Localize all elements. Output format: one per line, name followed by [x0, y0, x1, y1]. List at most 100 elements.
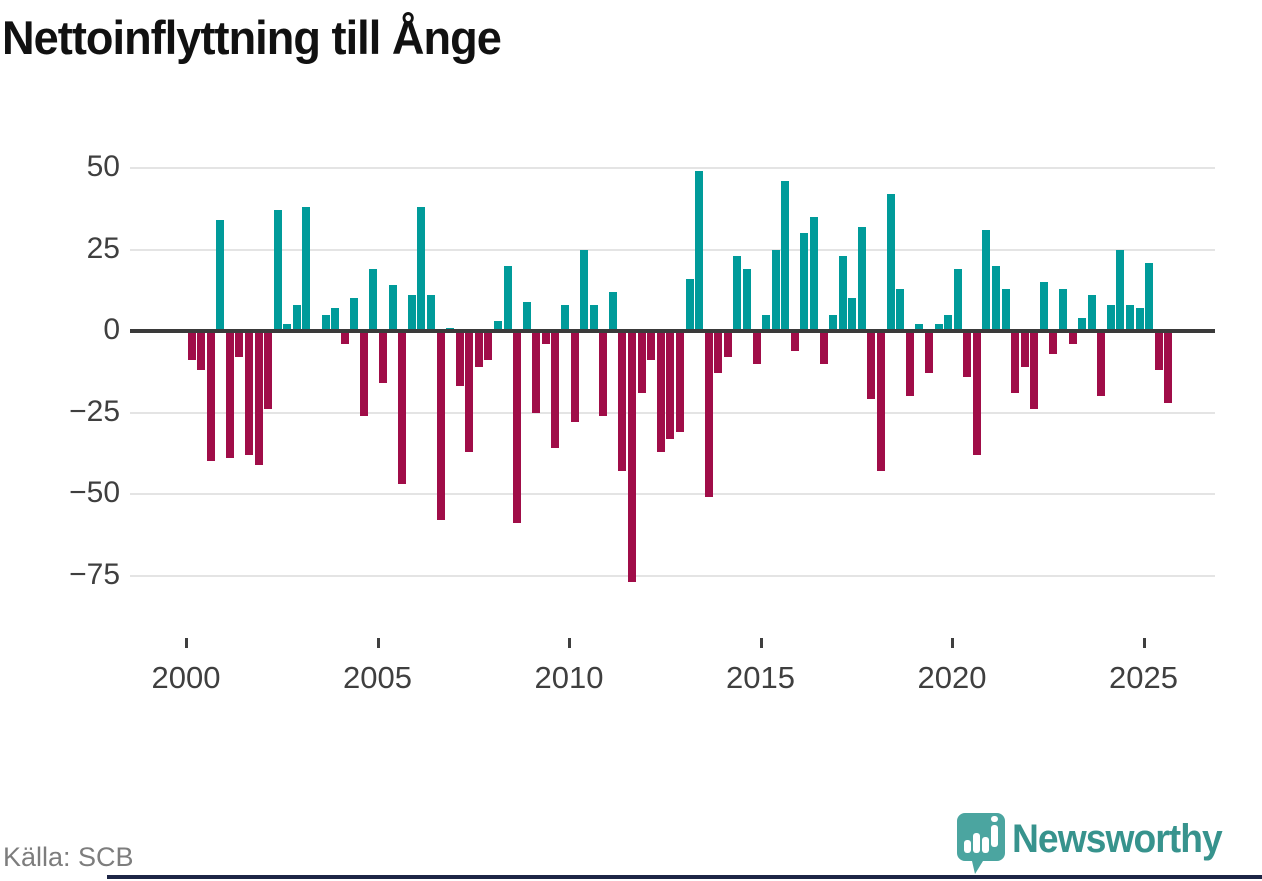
bar-2014Q3 [742, 269, 751, 331]
y-axis-label: −25 [69, 394, 120, 428]
bar-2007Q3 [474, 331, 483, 367]
bar-2024Q1 [1106, 304, 1115, 331]
bar-2005Q4 [407, 295, 416, 331]
bar-2021Q4 [1020, 331, 1029, 367]
bar-2011Q2 [618, 331, 627, 472]
bar-2025Q2 [1154, 331, 1163, 371]
bar-2008Q4 [522, 301, 531, 331]
bar-2012Q3 [666, 331, 675, 439]
bar-2000Q3 [206, 331, 215, 462]
bar-2001Q4 [254, 331, 263, 465]
bar-2000Q4 [216, 220, 225, 331]
footer-divider [107, 875, 1262, 879]
bar-2021Q1 [991, 265, 1000, 331]
bar-2020Q1 [953, 269, 962, 331]
bar-2017Q2 [848, 298, 857, 331]
source-note: Källa: SCB [3, 842, 134, 872]
zero-line [130, 329, 1215, 333]
bar-2009Q3 [551, 331, 560, 449]
bar-2021Q2 [1001, 288, 1010, 331]
x-axis-label: 2025 [1109, 660, 1178, 695]
bar-2024Q3 [1126, 304, 1135, 331]
bar-2000Q1 [187, 331, 196, 361]
y-axis-label: 25 [86, 231, 120, 265]
chart-title: Nettoinflyttning till Ånge [2, 11, 502, 64]
x-tick [568, 638, 571, 648]
gridline [130, 574, 1215, 577]
bar-2013Q4 [714, 331, 723, 374]
bar-2023Q2 [1078, 317, 1087, 331]
newsworthy-logo: Newsworthy [955, 810, 1260, 876]
x-tick [759, 638, 763, 648]
bar-2006Q3 [436, 331, 445, 521]
bar-2016Q1 [800, 233, 809, 331]
bar-2018Q3 [896, 288, 905, 331]
bar-2005Q1 [379, 331, 388, 384]
bar-2021Q3 [1011, 331, 1020, 393]
bar-2010Q1 [570, 331, 579, 423]
bar-2001Q3 [244, 331, 253, 455]
x-axis-label: 2005 [343, 660, 412, 695]
y-axis-label: −75 [69, 557, 120, 591]
bar-2020Q3 [972, 331, 981, 455]
bar-2018Q1 [877, 331, 886, 472]
bar-2008Q2 [503, 265, 512, 331]
bar-2004Q3 [359, 331, 368, 416]
y-axis-label: 50 [86, 150, 120, 183]
bar-2022Q3 [1049, 331, 1058, 354]
bar-2024Q2 [1116, 249, 1125, 331]
bar-2012Q2 [656, 331, 665, 452]
bar-2016Q3 [819, 331, 828, 364]
bar-2022Q1 [1030, 331, 1039, 410]
gridline [130, 167, 1215, 169]
bar-2011Q4 [637, 331, 646, 393]
x-tick [376, 638, 380, 648]
bar-2007Q4 [484, 331, 493, 361]
bar-2014Q4 [752, 331, 761, 364]
bar-2019Q4 [944, 314, 953, 331]
bar-2017Q4 [867, 331, 876, 400]
bar-2015Q3 [781, 181, 790, 331]
newsworthy-wordmark: Newsworthy [1012, 817, 1223, 861]
bar-2014Q1 [723, 331, 732, 358]
bar-2010Q4 [599, 331, 608, 416]
x-tick [185, 638, 188, 648]
bar-2016Q2 [810, 216, 818, 331]
x-tick [951, 638, 954, 648]
bar-2004Q1 [340, 331, 349, 345]
bar-2023Q4 [1097, 331, 1106, 397]
bar-2002Q2 [273, 210, 282, 331]
y-axis-label: 0 [103, 313, 120, 346]
bar-2017Q1 [838, 256, 847, 331]
bar-2019Q2 [924, 331, 933, 374]
bar-2013Q3 [704, 331, 713, 498]
bar-2007Q2 [465, 331, 474, 452]
bar-2020Q2 [963, 331, 972, 377]
x-tick [1142, 638, 1146, 648]
bar-2022Q2 [1039, 282, 1048, 331]
bar-2014Q2 [733, 256, 742, 331]
x-axis-label: 2020 [917, 660, 987, 695]
bar-2025Q3 [1164, 331, 1173, 403]
gridline [130, 493, 1215, 495]
x-axis-label: 2015 [726, 660, 795, 695]
bar-2000Q2 [197, 331, 206, 371]
bar-2012Q1 [647, 331, 656, 361]
bar-2019Q1 [915, 324, 924, 331]
bar-2009Q2 [541, 331, 550, 345]
bar-2011Q1 [608, 291, 617, 331]
bar-2002Q4 [292, 304, 301, 331]
bar-2009Q1 [532, 331, 541, 413]
bar-2013Q2 [695, 171, 704, 331]
x-axis-label: 2000 [151, 660, 221, 695]
bar-2004Q2 [350, 298, 359, 331]
bar-2003Q1 [302, 207, 311, 331]
bar-2023Q3 [1087, 295, 1096, 331]
bar-2001Q2 [235, 331, 244, 358]
bar-2016Q4 [829, 314, 838, 331]
bar-2003Q3 [321, 314, 330, 331]
bar-2010Q3 [589, 304, 598, 331]
bar-2001Q1 [225, 331, 234, 459]
bar-2025Q1 [1145, 262, 1154, 331]
